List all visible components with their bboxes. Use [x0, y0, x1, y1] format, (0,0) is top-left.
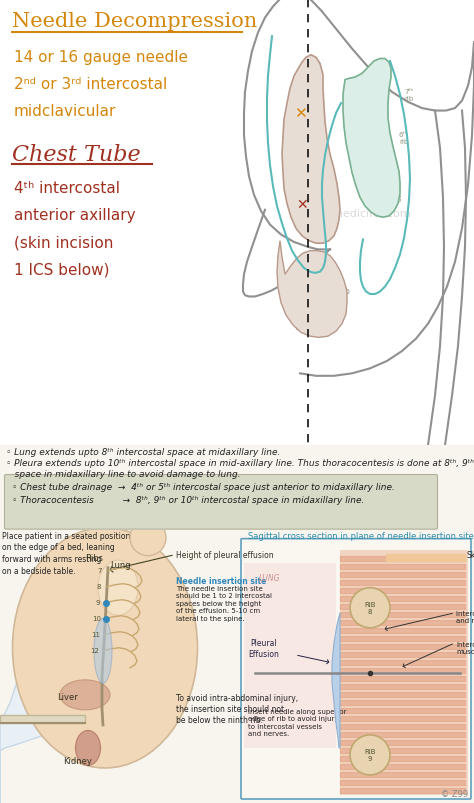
Text: Needle Decompression: Needle Decompression — [12, 12, 257, 31]
Ellipse shape — [60, 680, 110, 710]
Text: 14 or 16 gauge needle: 14 or 16 gauge needle — [14, 50, 188, 64]
Text: Liver: Liver — [58, 692, 78, 702]
FancyBboxPatch shape — [0, 0, 474, 446]
Text: (skin incision: (skin incision — [14, 235, 113, 251]
Text: Sagittal cross section in plane of needle insertion site: Sagittal cross section in plane of needl… — [248, 531, 474, 540]
Text: Intercostal vessels
and nerves: Intercostal vessels and nerves — [456, 610, 474, 623]
Text: 10: 10 — [92, 615, 101, 621]
Text: RIB
8: RIB 8 — [364, 601, 376, 614]
Circle shape — [140, 512, 156, 528]
Text: 8ᵗʰ rib: 8ᵗʰ rib — [327, 287, 350, 296]
Text: Chest Tube: Chest Tube — [12, 144, 141, 165]
Text: LUNG: LUNG — [259, 573, 281, 582]
Text: sketchymedicine.com: sketchymedicine.com — [289, 209, 411, 218]
Text: Lung: Lung — [109, 560, 130, 569]
Text: Kidney: Kidney — [64, 756, 92, 765]
Ellipse shape — [94, 618, 112, 683]
Polygon shape — [0, 715, 85, 723]
Text: ◦ Pleura extends upto 10ᵗʰ intercostal space in mid-axillary line. Thus thoracoc: ◦ Pleura extends upto 10ᵗʰ intercostal s… — [6, 459, 474, 467]
Text: 1 ICS below): 1 ICS below) — [14, 263, 109, 277]
Text: 4ᵗʰ intercostal: 4ᵗʰ intercostal — [14, 181, 120, 196]
Text: ◦ Lung extends upto 8ᵗʰ intercostal space at midaxillary line.: ◦ Lung extends upto 8ᵗʰ intercostal spac… — [6, 447, 281, 457]
Text: Place patient in a seated position
on the edge of a bed, leaning
forward with ar: Place patient in a seated position on th… — [2, 531, 130, 575]
Text: 7ᵗʰ
rib: 7ᵗʰ rib — [404, 89, 413, 102]
FancyBboxPatch shape — [244, 563, 336, 748]
Text: 8: 8 — [97, 583, 101, 589]
Polygon shape — [0, 568, 162, 803]
Text: 11: 11 — [91, 631, 100, 637]
FancyBboxPatch shape — [4, 475, 438, 529]
Polygon shape — [282, 55, 340, 244]
Text: Ribs: Ribs — [85, 553, 103, 562]
Text: To avoid intra-abdominal injury,
the insertion site should not
be below the nint: To avoid intra-abdominal injury, the ins… — [176, 693, 298, 724]
Polygon shape — [277, 242, 347, 338]
Text: Insert needle along superior
edge of rib to avoid injury
to intercostal vessels
: Insert needle along superior edge of rib… — [248, 708, 346, 736]
Circle shape — [350, 735, 390, 775]
Text: T3: T3 — [393, 195, 402, 204]
Text: The needle insertion site
should be 1 to 2 intercostal
spaces below the height
o: The needle insertion site should be 1 to… — [176, 585, 272, 621]
FancyBboxPatch shape — [241, 539, 471, 799]
Text: 2ⁿᵈ or 3ʳᵈ intercostal: 2ⁿᵈ or 3ʳᵈ intercostal — [14, 77, 167, 92]
Text: 7: 7 — [98, 567, 102, 573]
Text: anterior axillary: anterior axillary — [14, 208, 136, 223]
Text: space in midaxillary line to avoid damage to lung.: space in midaxillary line to avoid damag… — [6, 470, 241, 479]
Text: Needle insertion site: Needle insertion site — [176, 576, 266, 585]
Circle shape — [130, 520, 166, 556]
Text: ✕: ✕ — [296, 198, 308, 211]
Text: 6ᵗʰ
rib: 6ᵗʰ rib — [399, 132, 409, 145]
Text: © Z99: © Z99 — [441, 789, 468, 798]
Text: 12: 12 — [91, 647, 100, 653]
Text: midclavicular: midclavicular — [14, 104, 117, 119]
Polygon shape — [343, 59, 400, 218]
Text: Height of pleural effusion: Height of pleural effusion — [176, 551, 273, 560]
Ellipse shape — [75, 731, 100, 765]
Text: 10ᵗʰ rib: 10ᵗʰ rib — [295, 325, 320, 331]
Text: ✕: ✕ — [293, 107, 306, 121]
Text: Pleural
Effusion: Pleural Effusion — [248, 638, 280, 658]
Text: Intercostal
muscles: Intercostal muscles — [456, 641, 474, 654]
FancyBboxPatch shape — [340, 550, 468, 795]
Polygon shape — [332, 613, 340, 748]
Ellipse shape — [12, 528, 198, 768]
Text: 9: 9 — [96, 599, 100, 605]
Text: Skin: Skin — [467, 551, 474, 560]
Circle shape — [350, 588, 390, 628]
Text: RIB
9: RIB 9 — [364, 748, 376, 761]
Text: ◦ Thoracocentesis          →  8ᵗʰ, 9ᵗʰ or 10ᵗʰ intercostal space in midaxillary : ◦ Thoracocentesis → 8ᵗʰ, 9ᵗʰ or 10ᵗʰ int… — [12, 495, 365, 504]
Text: ◦ Chest tube drainage  →  4ᵗʰ or 5ᵗʰ intercostal space just anterior to midaxill: ◦ Chest tube drainage → 4ᵗʰ or 5ᵗʰ inter… — [12, 483, 395, 491]
Ellipse shape — [98, 560, 138, 615]
